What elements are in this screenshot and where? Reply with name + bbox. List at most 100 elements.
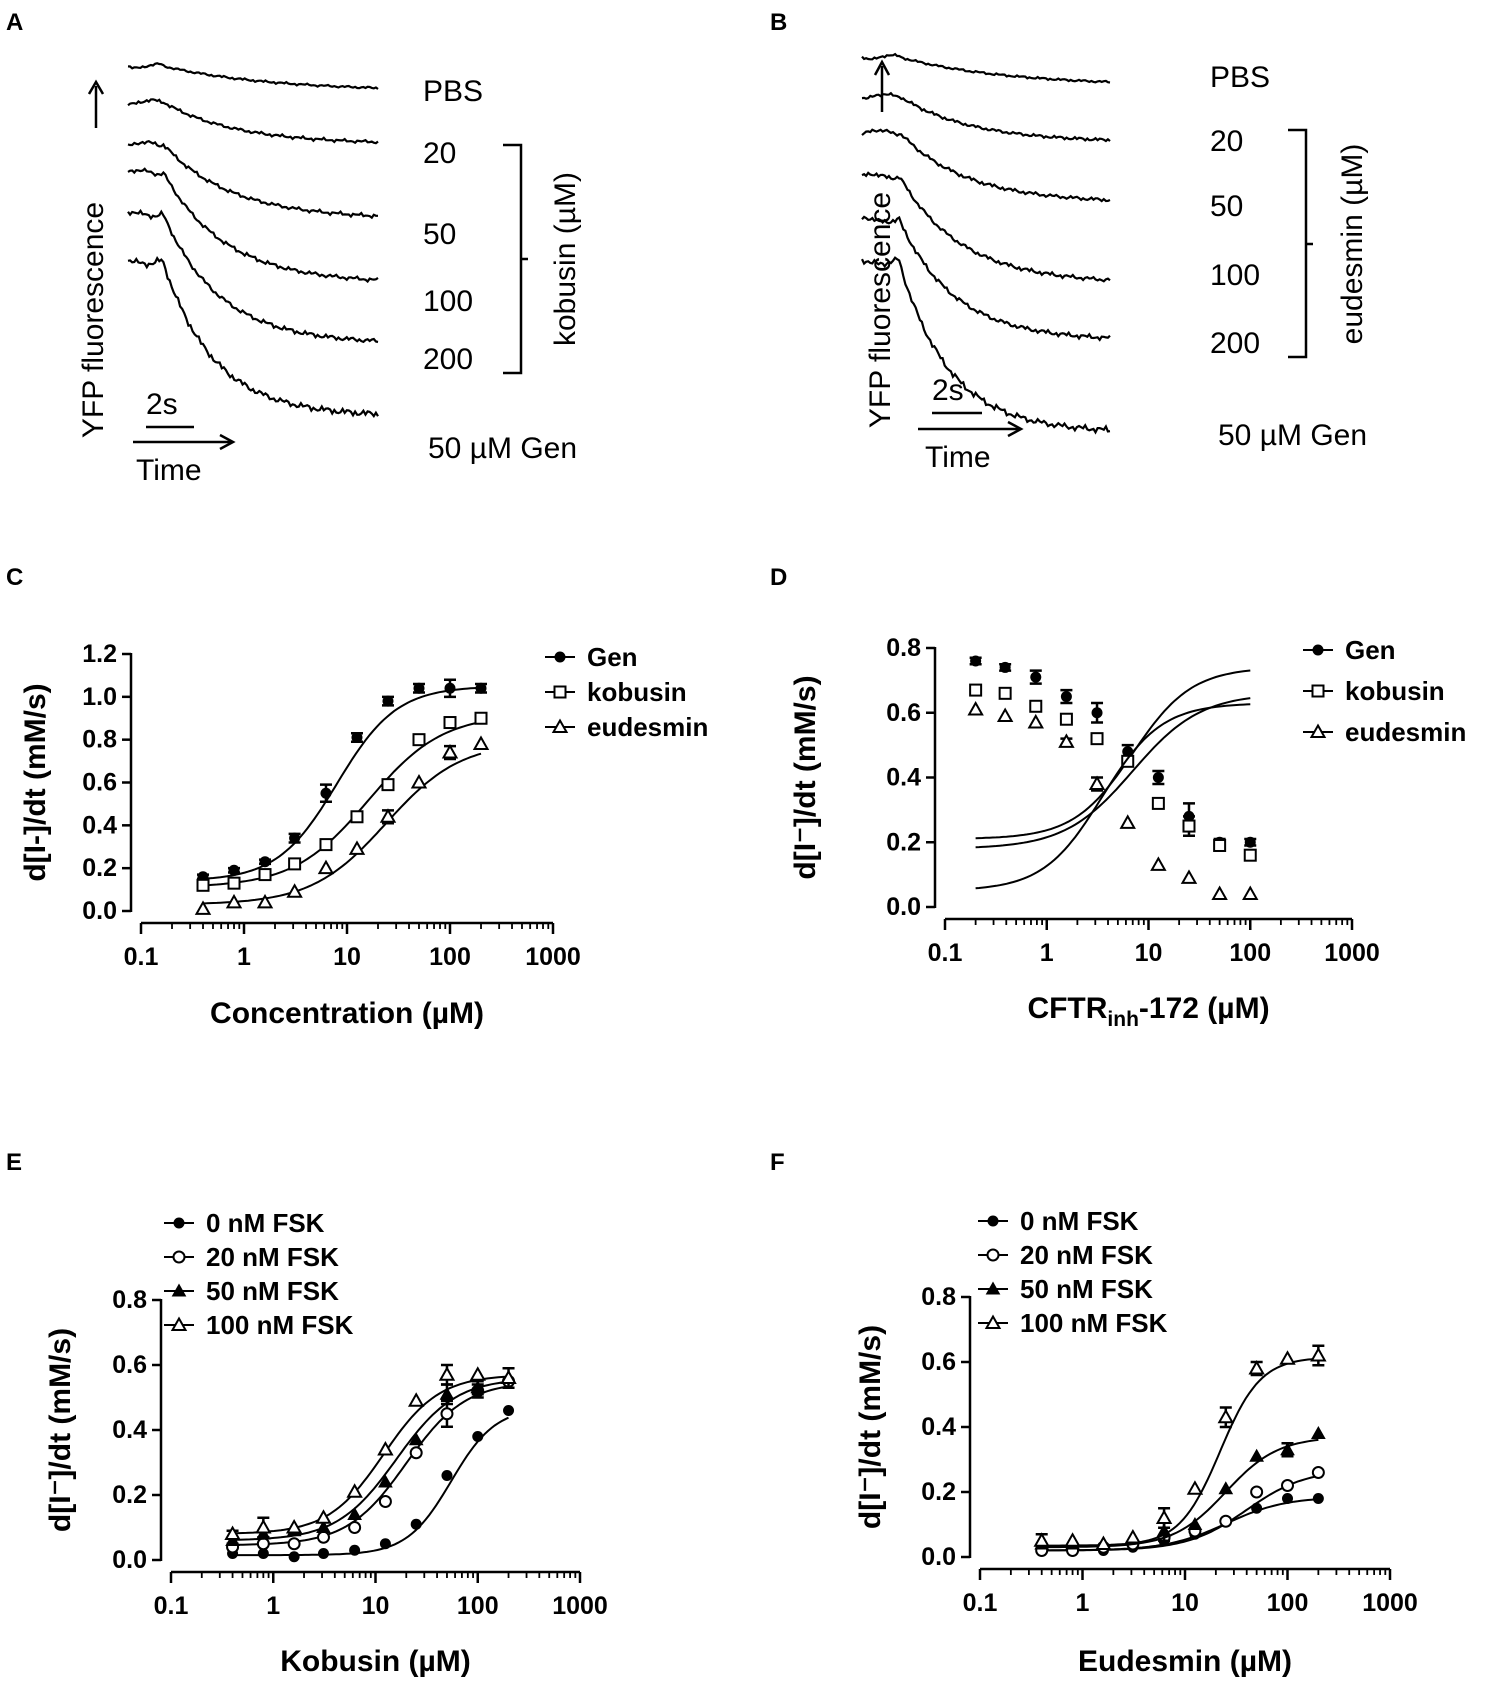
legend-item-50-nm-fsk: 50 nM FSK (978, 1274, 1153, 1304)
x-tick-label: 0.1 (963, 1589, 998, 1617)
fit-curve-kobusin (202, 721, 482, 887)
x-tick-label: 10 (333, 943, 361, 971)
trace-label-pbs: PBS (423, 75, 483, 108)
fit-curve-0-nm-fsk (232, 1416, 509, 1557)
legend-label: 100 nM FSK (1020, 1308, 1168, 1338)
bracket (503, 143, 528, 375)
legend-label: Gen (1345, 635, 1396, 665)
data-point (289, 832, 301, 844)
data-point (1155, 1509, 1173, 1524)
legend-label: eudesmin (1345, 717, 1466, 747)
time-arrow-head (1007, 420, 1024, 438)
series-kobusin (196, 711, 488, 892)
legend-label: kobusin (1345, 676, 1445, 706)
data-point (1059, 712, 1073, 726)
data-point (378, 1495, 392, 1508)
x-tick-label: 1 (1040, 939, 1054, 967)
panel-label-d: D (770, 564, 787, 591)
legend-item-50-nm-fsk: 50 nM FSK (164, 1276, 339, 1306)
panel-label-a: A (6, 9, 23, 36)
y-tick-label: 0.2 (921, 1478, 956, 1506)
data-point (1090, 732, 1104, 746)
data-point (1249, 1448, 1264, 1462)
fluorescence-trace (127, 167, 379, 284)
x-axis-label: Kobusin (µM) (280, 1645, 471, 1678)
legend-label: eudesmin (587, 712, 708, 742)
data-point (472, 1431, 484, 1442)
data-point (350, 810, 364, 824)
y-tick-label: 0.6 (82, 769, 117, 797)
data-point (379, 808, 397, 823)
data-point (285, 1518, 303, 1534)
data-point (1027, 713, 1044, 729)
up-arrow-head (87, 79, 105, 95)
data-point (999, 661, 1011, 673)
data-point (1311, 1425, 1326, 1439)
data-point (1218, 1481, 1234, 1495)
data-point (1180, 869, 1198, 884)
legend-item-eudesmin: eudesmin (545, 712, 708, 742)
legend-item-20-nm-fsk: 20 nM FSK (978, 1240, 1153, 1270)
legend-marker (173, 1217, 185, 1229)
data-point (1150, 856, 1167, 871)
panel-c-chart: 0.0 0.2 0.4 0.6 0.8 1.0 1.2 0.1 1 10 100 1000 d[I-]/… (19, 640, 708, 1030)
legend-item-100-nm-fsk: 100 nM FSK (164, 1310, 354, 1340)
legend-label: 50 nM FSK (1020, 1274, 1153, 1304)
x-axis-label: Eudesmin (µM) (1078, 1645, 1292, 1678)
legend-marker (172, 1250, 186, 1264)
legend-label: 100 nM FSK (206, 1310, 354, 1340)
legend-item-0-nm-fsk: 0 nM FSK (164, 1208, 325, 1238)
series-gen (969, 655, 1257, 848)
y-tick-label: 0.4 (921, 1413, 956, 1441)
data-point (196, 878, 210, 892)
data-point (969, 683, 983, 697)
legend-marker (984, 1314, 1002, 1329)
data-point (319, 838, 333, 852)
data-point (1211, 885, 1228, 901)
fluorescence-trace (127, 256, 379, 419)
trace-label-50: 50 (423, 218, 456, 251)
data-point (1095, 1535, 1112, 1550)
y-tick-label: 0.0 (886, 893, 921, 921)
data-point (1310, 1346, 1327, 1362)
data-point (377, 1440, 394, 1456)
series-100-nm-fsk (1033, 1344, 1327, 1550)
data-point (1124, 1528, 1142, 1544)
data-point (286, 883, 303, 898)
x-axis-label-rest: -172 (µM) (1139, 992, 1270, 1025)
data-point (1029, 699, 1043, 713)
y-axis-label: d[I-]/dt (mM/s) (19, 683, 52, 881)
trace-label-20: 20 (423, 137, 456, 170)
data-point (1251, 1502, 1263, 1514)
data-point (500, 1369, 517, 1384)
data-point (258, 868, 272, 882)
trace-panel-a: YFP fluorescence 2s Time PBS 20 50 100 2… (77, 62, 582, 487)
trace-panel-b: YFP fluorescence 2s Time PBS 20 50 100 2… (861, 52, 1369, 474)
x-tick-label: 1000 (552, 1592, 608, 1620)
fluorescence-trace (127, 62, 379, 90)
x-tick-label: 100 (429, 943, 471, 971)
data-point (1312, 1493, 1324, 1504)
series-gen (197, 678, 488, 883)
x-tick-label: 10 (1171, 1589, 1199, 1617)
data-point (967, 700, 984, 716)
series-20-nm-fsk (226, 1374, 516, 1554)
data-point (1119, 814, 1136, 829)
trace-label-100: 100 (423, 285, 473, 318)
data-point (439, 1386, 455, 1400)
data-point (412, 733, 426, 747)
fit-curve-50-nm-fsk (232, 1380, 509, 1541)
data-point (441, 1470, 453, 1481)
data-point (194, 900, 212, 915)
panel-e-chart: 0.0 0.2 0.4 0.6 0.8 0.1 1 10 100 1000 d[I⁻]/dt (mM… (44, 1208, 608, 1678)
legend-marker (987, 1215, 999, 1227)
y-tick-label: 0.8 (82, 726, 117, 754)
data-point (351, 732, 363, 744)
bracket-label: kobusin (µM) (549, 172, 582, 346)
trace-label-200: 200 (423, 343, 473, 376)
trace-ylabel: YFP fluorescence (864, 192, 897, 428)
data-point (346, 1483, 363, 1498)
data-point (287, 1537, 301, 1551)
panel-f-chart: 0.0 0.2 0.4 0.6 0.8 0.1 1 10 100 1000 d[I⁻]/dt (mM… (854, 1206, 1418, 1678)
y-tick-label: 0.8 (921, 1283, 956, 1311)
